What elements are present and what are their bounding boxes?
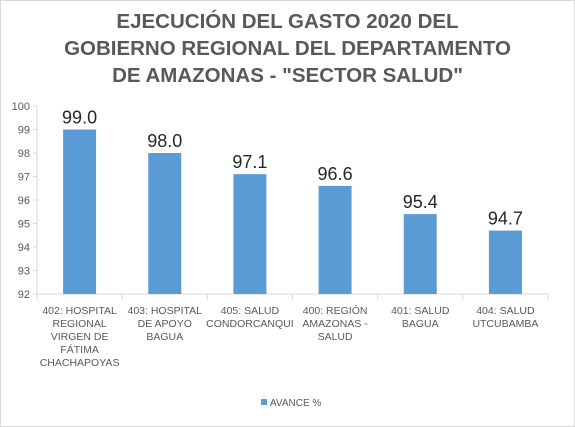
legend-label: AVANCE % — [270, 398, 321, 409]
x-category-label-line: 404: SALUD — [476, 305, 535, 317]
y-tick-label: 97 — [18, 172, 30, 184]
x-category-label-line: 403: HOSPITAL — [127, 305, 202, 317]
x-category-label-line: 401: SALUD — [391, 305, 450, 317]
x-category-label-line: 405: SALUD — [221, 305, 280, 317]
x-category-label-line: CONDORCANQUI — [206, 318, 294, 330]
x-category-label-line: UTCUBAMBA — [472, 318, 538, 330]
bar — [148, 153, 182, 294]
legend-swatch — [261, 399, 267, 405]
data-label: 95.4 — [403, 192, 438, 212]
x-category-label-line: BAGUA — [146, 331, 183, 343]
chart-title: EJECUCIÓN DEL GASTO 2020 DEL GOBIERNO RE… — [0, 8, 575, 89]
x-category-label: 404: SALUD UTCUBAMBA — [472, 305, 538, 330]
data-label: 98.0 — [147, 131, 182, 151]
data-label: 99.0 — [62, 108, 97, 128]
x-category-label: 401: SALUD BAGUA — [391, 305, 450, 330]
y-tick-label: 92 — [18, 289, 30, 301]
x-category-label-line: FÁTIMA — [60, 343, 99, 356]
bar — [63, 129, 97, 294]
chart-title-line-2: GOBIERNO REGIONAL DEL DEPARTAMENTO — [64, 37, 511, 60]
x-category-label-line: 400: REGIÓN — [303, 304, 368, 317]
bar — [488, 230, 522, 294]
data-label: 96.6 — [318, 164, 353, 184]
x-category-label-line: BAGUA — [402, 318, 439, 330]
x-category-label-line: AMAZONAS - — [302, 318, 368, 330]
chart-title-line-3: DE AMAZONAS - "SECTOR SALUD" — [112, 64, 463, 87]
y-tick-label: 100 — [12, 101, 30, 113]
x-category-label: 400: REGIÓN AMAZONAS -SALUD — [302, 304, 368, 343]
data-label: 94.7 — [488, 209, 523, 229]
y-tick-label: 99 — [18, 125, 30, 137]
x-category-label: 403: HOSPITAL DE APOYO BAGUA — [127, 305, 202, 343]
y-tick-label: 94 — [18, 242, 30, 254]
chart-title-line-1: EJECUCIÓN DEL GASTO 2020 DEL — [116, 10, 459, 33]
bar — [318, 185, 352, 294]
x-category-label-line: SALUD — [318, 331, 353, 343]
x-category-label-line: 402: HOSPITAL — [42, 305, 117, 317]
y-tick-label: 98 — [18, 148, 30, 160]
y-tick-label: 96 — [18, 195, 30, 207]
y-tick-label: 95 — [18, 219, 30, 231]
x-category-label: 402: HOSPITAL REGIONAL VIRGEN DE FÁTIMA CHAC… — [40, 305, 120, 369]
data-label: 97.1 — [232, 152, 267, 172]
y-tick-label: 93 — [18, 266, 30, 278]
x-category-label-line: VIRGEN DE — [51, 331, 109, 343]
x-category-label: 405: SALUD CONDORCANQUI — [206, 305, 294, 330]
bar — [403, 214, 437, 294]
x-category-label-line: DE APOYO — [138, 318, 192, 330]
x-category-label-line: REGIONAL — [52, 318, 106, 330]
bar — [233, 174, 267, 294]
x-category-label-line: CHACHAPOYAS — [40, 357, 120, 369]
